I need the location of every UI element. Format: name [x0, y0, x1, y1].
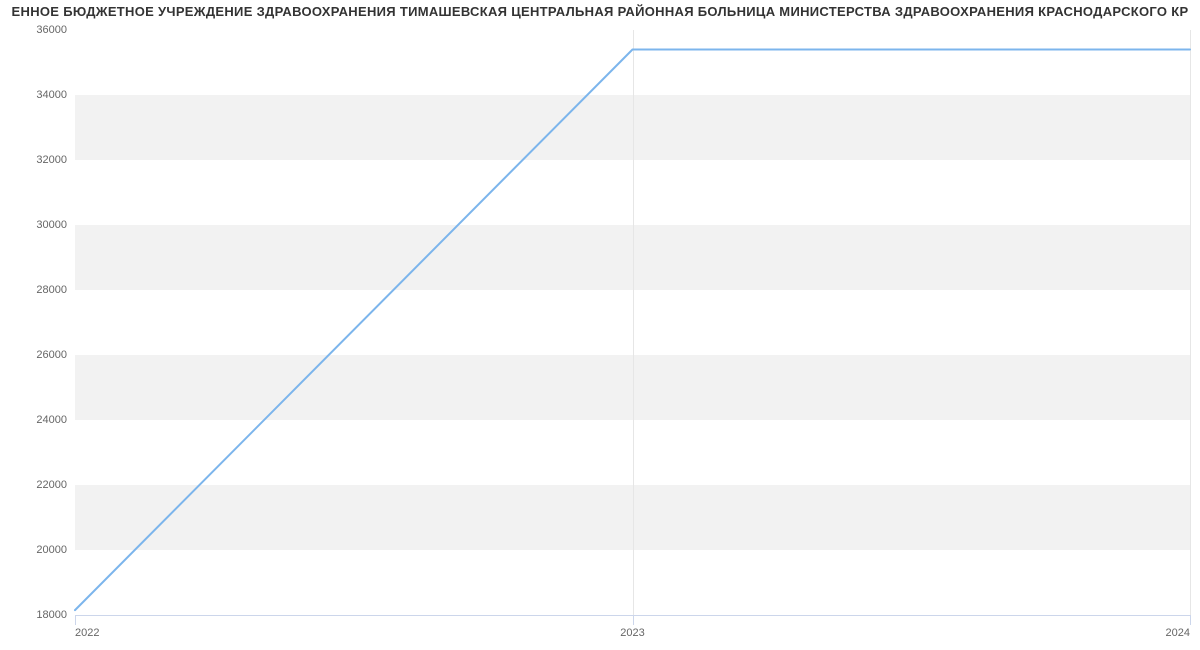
y-tick-label: 30000	[7, 219, 67, 231]
x-tick-label: 2022	[75, 627, 99, 639]
x-tick-label: 2024	[1166, 627, 1190, 639]
y-tick-label: 28000	[7, 284, 67, 296]
y-tick-label: 36000	[7, 24, 67, 36]
series-layer	[75, 30, 1190, 615]
chart-title: ЕННОЕ БЮДЖЕТНОЕ УЧРЕЖДЕНИЕ ЗДРАВООХРАНЕН…	[0, 0, 1200, 24]
y-tick-label: 22000	[7, 479, 67, 491]
x-tick-mark	[1190, 615, 1191, 625]
x-tick-mark	[633, 615, 634, 625]
y-tick-label: 26000	[7, 349, 67, 361]
x-tick-label: 2023	[620, 627, 644, 639]
x-axis-line	[75, 615, 1190, 616]
plot-area: 1800020000220002400026000280003000032000…	[75, 30, 1190, 615]
series-line	[75, 50, 1190, 611]
y-tick-label: 20000	[7, 544, 67, 556]
y-tick-label: 32000	[7, 154, 67, 166]
y-tick-label: 18000	[7, 609, 67, 621]
y-tick-label: 24000	[7, 414, 67, 426]
chart-container: ЕННОЕ БЮДЖЕТНОЕ УЧРЕЖДЕНИЕ ЗДРАВООХРАНЕН…	[0, 0, 1200, 650]
x-tick-mark	[75, 615, 76, 625]
y-tick-label: 34000	[7, 89, 67, 101]
x-gridline	[1190, 30, 1191, 615]
